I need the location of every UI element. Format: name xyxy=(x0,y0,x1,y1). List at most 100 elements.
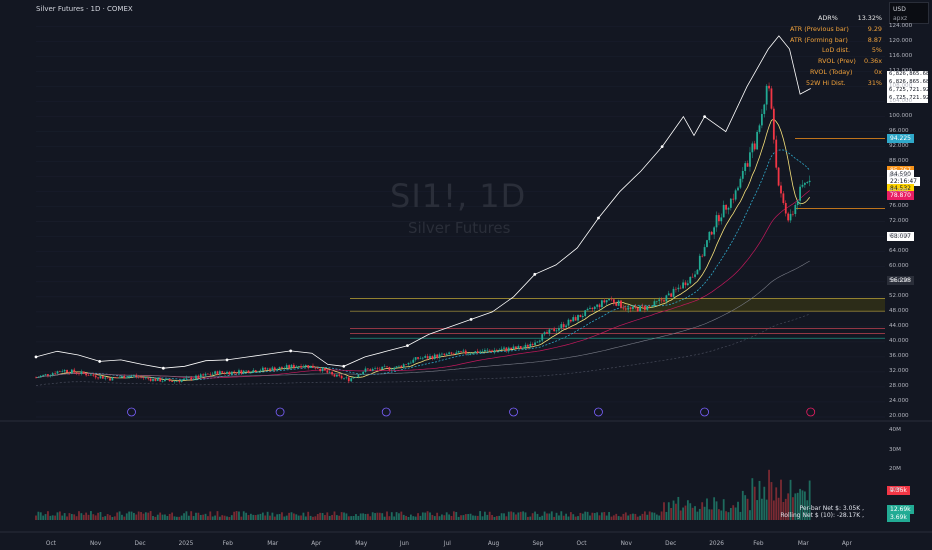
candle-body xyxy=(285,365,288,368)
candle-body xyxy=(300,366,302,368)
volume-bar xyxy=(808,480,811,520)
candle-body xyxy=(367,368,369,370)
volume-bar xyxy=(352,516,355,520)
volume-bar xyxy=(581,513,584,520)
volume-bar xyxy=(670,507,673,520)
volume-bar xyxy=(106,514,109,520)
price-tick: 88.000 xyxy=(889,157,909,164)
candle-body xyxy=(643,306,646,310)
candle-body xyxy=(175,381,178,382)
ma-21-line xyxy=(35,149,810,381)
volume-bar xyxy=(152,515,154,520)
candle-body xyxy=(424,356,427,358)
candle-body xyxy=(452,353,455,355)
volume-bar xyxy=(326,512,329,520)
volume-bar xyxy=(493,516,496,520)
volume-bar xyxy=(531,513,534,520)
volume-bar xyxy=(751,478,754,520)
candle-body xyxy=(302,366,305,368)
volume-bar xyxy=(622,513,625,520)
volume-bar xyxy=(801,490,804,520)
volume-bar xyxy=(653,512,656,520)
volume-bar xyxy=(374,513,376,520)
candle-body xyxy=(686,283,689,286)
candle-body xyxy=(290,364,293,368)
ma-200-line xyxy=(35,313,810,386)
volume-bar xyxy=(718,509,720,520)
volume-bar xyxy=(577,516,579,520)
volume-tick: 10M xyxy=(889,487,901,493)
volume-bar xyxy=(624,512,627,520)
chart-title: Silver Futures · 1D · COMEX xyxy=(36,5,133,13)
volume-bar xyxy=(390,512,393,520)
volume-bar xyxy=(760,498,763,520)
watermark-name: Silver Futures xyxy=(408,219,511,237)
candle-body xyxy=(763,104,766,115)
candle-body xyxy=(758,125,761,132)
volume-bar xyxy=(658,515,661,520)
time-tick: Nov xyxy=(620,541,632,547)
candle-body xyxy=(670,293,673,297)
candle-body xyxy=(78,373,80,375)
volume-bar xyxy=(154,516,157,520)
price-tag: 84.532 xyxy=(887,183,914,193)
candle-body xyxy=(357,374,360,377)
candle-body xyxy=(484,349,486,352)
volume-bar xyxy=(421,512,424,520)
volume-bar xyxy=(207,516,209,520)
volume-bar xyxy=(713,497,716,520)
volume-bar xyxy=(627,515,630,520)
candle-body xyxy=(531,343,534,345)
volume-bar xyxy=(73,514,76,520)
candle-body xyxy=(144,377,147,379)
volume-bar xyxy=(333,511,336,520)
volume-bar xyxy=(116,512,119,520)
candle-body xyxy=(708,231,711,241)
price-tick: 68.000 xyxy=(889,232,909,239)
candle-body xyxy=(679,287,682,289)
volume-bar xyxy=(608,512,610,520)
volume-tag: 9.36k xyxy=(887,486,910,495)
adr-key: ATR (Previous bar) xyxy=(790,24,849,33)
candle-body xyxy=(49,375,52,376)
volume-bar xyxy=(247,515,250,520)
volume-bar xyxy=(450,515,453,520)
candle-body xyxy=(73,369,76,373)
candle-body xyxy=(698,255,701,270)
candle-body xyxy=(63,369,66,372)
volume-bar xyxy=(211,516,214,520)
candle-body xyxy=(92,374,95,376)
candle-body xyxy=(173,381,176,383)
candle-body xyxy=(498,349,501,351)
candle-body xyxy=(376,368,379,370)
currency-selector[interactable]: USD apxz xyxy=(889,2,929,24)
volume-bar xyxy=(238,511,240,520)
price-tick: 108.000 xyxy=(889,82,913,89)
volume-bar xyxy=(331,514,333,520)
volume-bar xyxy=(541,515,544,520)
volume-bar xyxy=(168,513,171,520)
candle-body xyxy=(691,276,694,278)
volume-bar xyxy=(192,516,195,520)
volume-bar xyxy=(722,499,725,520)
candle-body xyxy=(242,370,245,374)
volume-bar xyxy=(383,516,386,520)
price-tick: 124.000 xyxy=(889,22,913,29)
volume-bar xyxy=(744,495,747,520)
volume-bar xyxy=(90,511,92,520)
volume-bar xyxy=(729,507,732,520)
volume-bar xyxy=(359,513,362,520)
candle-body xyxy=(297,366,300,367)
candle-body xyxy=(720,217,723,222)
candle-body xyxy=(87,375,90,376)
volume-bar xyxy=(343,512,345,520)
volume-bar xyxy=(512,512,515,520)
volume-bar xyxy=(426,511,429,520)
candle-body xyxy=(553,328,556,332)
candle-body xyxy=(612,299,615,303)
volume-bar xyxy=(569,512,572,520)
event-marker xyxy=(381,407,391,417)
volume-bar xyxy=(312,516,314,520)
volume-bar xyxy=(304,516,307,520)
